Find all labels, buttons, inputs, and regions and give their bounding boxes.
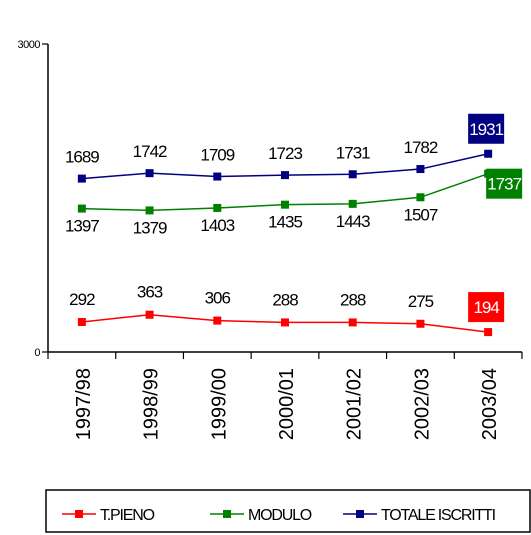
- data-label: 306: [205, 289, 231, 308]
- legend-label: TOTALE ISCRITTI: [381, 507, 495, 524]
- data-point-marker: [145, 206, 154, 215]
- data-point-marker: [77, 318, 86, 327]
- x-tick-label: 2003/04: [479, 368, 501, 440]
- data-label: 1443: [336, 212, 370, 231]
- highlight-label-box: [468, 113, 505, 144]
- data-point-marker: [145, 310, 154, 319]
- legend-label: T.PIENO: [100, 507, 155, 524]
- data-label: 1403: [200, 216, 234, 235]
- data-label: 288: [340, 290, 366, 309]
- x-tick-label: 2002/03: [411, 368, 433, 440]
- data-point-marker: [213, 203, 222, 212]
- data-label: 194: [473, 298, 499, 317]
- x-tick-label: 1997/98: [73, 368, 95, 440]
- data-point-marker: [348, 318, 357, 327]
- data-labels-layer: 292 363 306 288 288 275 194 1397 1379 1403 1435 144…: [65, 113, 523, 323]
- data-label: 1931: [469, 120, 503, 139]
- legend-marker: [356, 510, 364, 518]
- data-label: 1689: [65, 148, 99, 167]
- y-tick-label: 0: [34, 347, 40, 359]
- data-label: 1507: [404, 205, 438, 224]
- data-point-marker: [416, 165, 425, 174]
- data-point-marker: [484, 328, 493, 337]
- data-label: 292: [69, 290, 95, 309]
- x-tick-label: 1998/99: [141, 368, 163, 440]
- x-tick-label: 1999/00: [208, 368, 230, 440]
- data-label: 1379: [133, 218, 167, 237]
- legend-box: [45, 489, 531, 533]
- x-tick-labels: 1997/98 1998/99 1999/00 2000/01 2001/02 2002/…: [73, 368, 501, 440]
- data-point-marker: [213, 316, 222, 325]
- legend-marker: [223, 510, 231, 518]
- legend: T.PIENO MODULO TOTALE ISCRITTI: [45, 489, 531, 533]
- x-tick-label: 2001/02: [344, 368, 366, 440]
- data-point-marker: [77, 204, 86, 213]
- data-point-marker: [484, 149, 493, 158]
- data-label: 1742: [133, 142, 167, 161]
- x-tick-label: 2000/01: [276, 368, 298, 440]
- data-point-marker: [416, 193, 425, 202]
- data-label: 1397: [65, 217, 99, 236]
- data-label: 1782: [404, 138, 438, 157]
- data-label: 288: [272, 290, 298, 309]
- data-label: 1709: [200, 146, 234, 165]
- data-point-marker: [145, 169, 154, 178]
- chart-axes: 0 3000: [18, 39, 523, 359]
- legend-marker: [75, 510, 83, 518]
- data-point-marker: [281, 171, 289, 180]
- data-point-marker: [213, 172, 222, 181]
- data-point-marker: [77, 174, 86, 183]
- highlight-label-box: [468, 292, 505, 323]
- data-label: 1731: [336, 143, 370, 162]
- data-point-marker: [348, 199, 357, 208]
- series-layer: [77, 149, 493, 337]
- data-label: 1737: [487, 175, 521, 194]
- data-point-marker: [281, 200, 289, 209]
- data-point-marker: [416, 319, 425, 328]
- y-tick-label: 3000: [18, 39, 41, 51]
- data-label: 1723: [268, 144, 302, 163]
- highlight-label-box: [486, 168, 523, 199]
- data-label: 275: [408, 292, 434, 311]
- legend-label: MODULO: [248, 507, 312, 524]
- data-label: 1435: [268, 213, 302, 232]
- data-point-marker: [281, 318, 289, 327]
- data-point-marker: [348, 170, 357, 179]
- data-label: 363: [137, 283, 163, 302]
